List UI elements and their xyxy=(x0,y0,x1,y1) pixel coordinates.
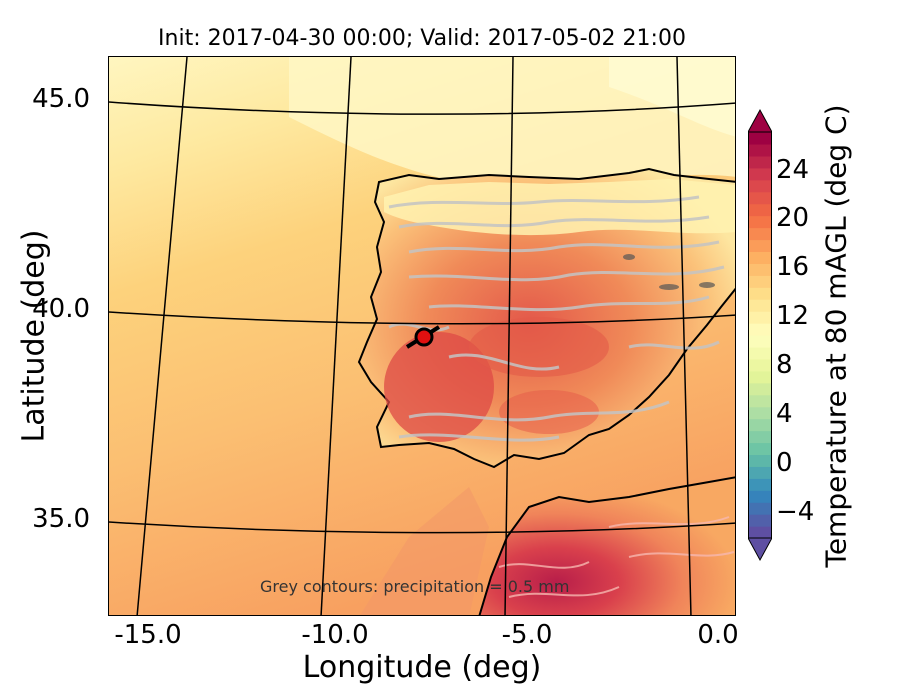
colorbar-stripe xyxy=(748,275,772,288)
colorbar-stripe xyxy=(748,179,772,193)
meridian-15w xyxy=(136,57,188,615)
colorbar-stripe xyxy=(748,263,772,276)
x-axis-label: Longitude (deg) xyxy=(302,650,542,685)
colorbar-stripes xyxy=(748,132,772,539)
parallel-45 xyxy=(109,101,735,115)
colorbar-stripe xyxy=(748,382,772,396)
colorbar-stripe xyxy=(748,526,772,539)
temperature-map[interactable] xyxy=(109,57,736,616)
cb-tick-8: 8 xyxy=(776,350,793,380)
colorbar-stripe xyxy=(748,346,772,360)
marker-dot xyxy=(414,327,434,347)
parallel-35 xyxy=(109,521,735,534)
parallel-40 xyxy=(109,311,735,325)
colorbar-stripe xyxy=(748,287,772,300)
precipitation-contours xyxy=(388,195,725,442)
north-africa-landmass xyxy=(478,476,735,615)
x-tick-0: 0.0 xyxy=(697,620,739,650)
graticule xyxy=(109,57,735,615)
colorbar-stripe xyxy=(748,370,772,384)
colorbar-stripe xyxy=(748,466,772,479)
cb-tick-minus4: −4 xyxy=(776,497,815,527)
colorbar-stripe xyxy=(748,490,772,503)
colorbar-stripe xyxy=(748,406,772,420)
colorbar-stripe xyxy=(748,430,772,444)
colorbar-stripe xyxy=(748,143,772,157)
colorbar-stripe xyxy=(748,394,772,408)
x-tick-15w: -15.0 xyxy=(114,620,182,650)
colorbar-top-arrow xyxy=(748,108,772,133)
colorbar-stripe xyxy=(748,514,772,527)
colorbar-stripe xyxy=(748,155,772,169)
colorbar-stripe xyxy=(748,335,772,348)
cb-tick-12: 12 xyxy=(776,301,810,331)
north-east-cool-zone xyxy=(609,57,735,137)
colorbar-stripe xyxy=(748,323,772,336)
island-3 xyxy=(623,254,635,260)
colorbar-stripe xyxy=(748,239,772,253)
island-1 xyxy=(699,282,715,288)
colorbar-stripe xyxy=(748,358,772,372)
colorbar-stripe xyxy=(748,418,772,432)
hot-interior-west xyxy=(384,332,494,442)
warm-plume xyxy=(360,487,489,615)
cb-tick-24: 24 xyxy=(776,155,810,185)
colorbar-stripe xyxy=(748,478,772,491)
x-tick-10w: -10.0 xyxy=(301,620,369,650)
colorbar-stripe xyxy=(748,454,772,467)
colorbar-stripe xyxy=(748,227,772,241)
y-tick-45: 45.0 xyxy=(32,84,90,114)
colorbar-stripe xyxy=(748,215,772,229)
y-axis-label: Latitude (deg) xyxy=(16,229,52,443)
y-tick-40: 40.0 xyxy=(32,294,90,324)
meridian-10w xyxy=(320,57,352,615)
colorbar-bottom-arrow xyxy=(748,537,772,562)
colorbar-stripe xyxy=(748,299,772,312)
cb-tick-4: 4 xyxy=(776,399,793,429)
africa-contours xyxy=(498,516,735,598)
colorbar-stripe xyxy=(748,311,772,324)
map-panel[interactable] xyxy=(108,56,736,616)
cb-tick-0: 0 xyxy=(776,448,793,478)
colorbar-stripe xyxy=(748,203,772,217)
hot-interior-south xyxy=(499,390,599,434)
colorbar-stripe xyxy=(748,191,772,205)
colorbar-stripe xyxy=(748,502,772,515)
contour-annotation: Grey contours: precipitation = 0.5 mm xyxy=(260,577,570,596)
meridian-0 xyxy=(676,57,692,615)
cb-tick-20: 20 xyxy=(776,203,810,233)
colorbar-stripe xyxy=(748,251,772,264)
site-marker xyxy=(405,325,441,349)
colorbar-stripe xyxy=(748,442,772,456)
colorbar-stripe xyxy=(748,132,772,145)
colorbar-stripe xyxy=(748,167,772,181)
island-2 xyxy=(659,284,679,290)
colorbar-frame xyxy=(748,131,772,539)
colorbar-label: Temperature at 80 mAGL (deg C) xyxy=(819,104,853,568)
x-tick-5w: -5.0 xyxy=(501,620,553,650)
colorbar xyxy=(748,108,772,562)
meridian-5w xyxy=(504,57,514,615)
cb-tick-16: 16 xyxy=(776,252,810,282)
plot-title: Init: 2017-04-30 00:00; Valid: 2017-05-0… xyxy=(158,26,686,51)
y-tick-35: 35.0 xyxy=(32,504,90,534)
